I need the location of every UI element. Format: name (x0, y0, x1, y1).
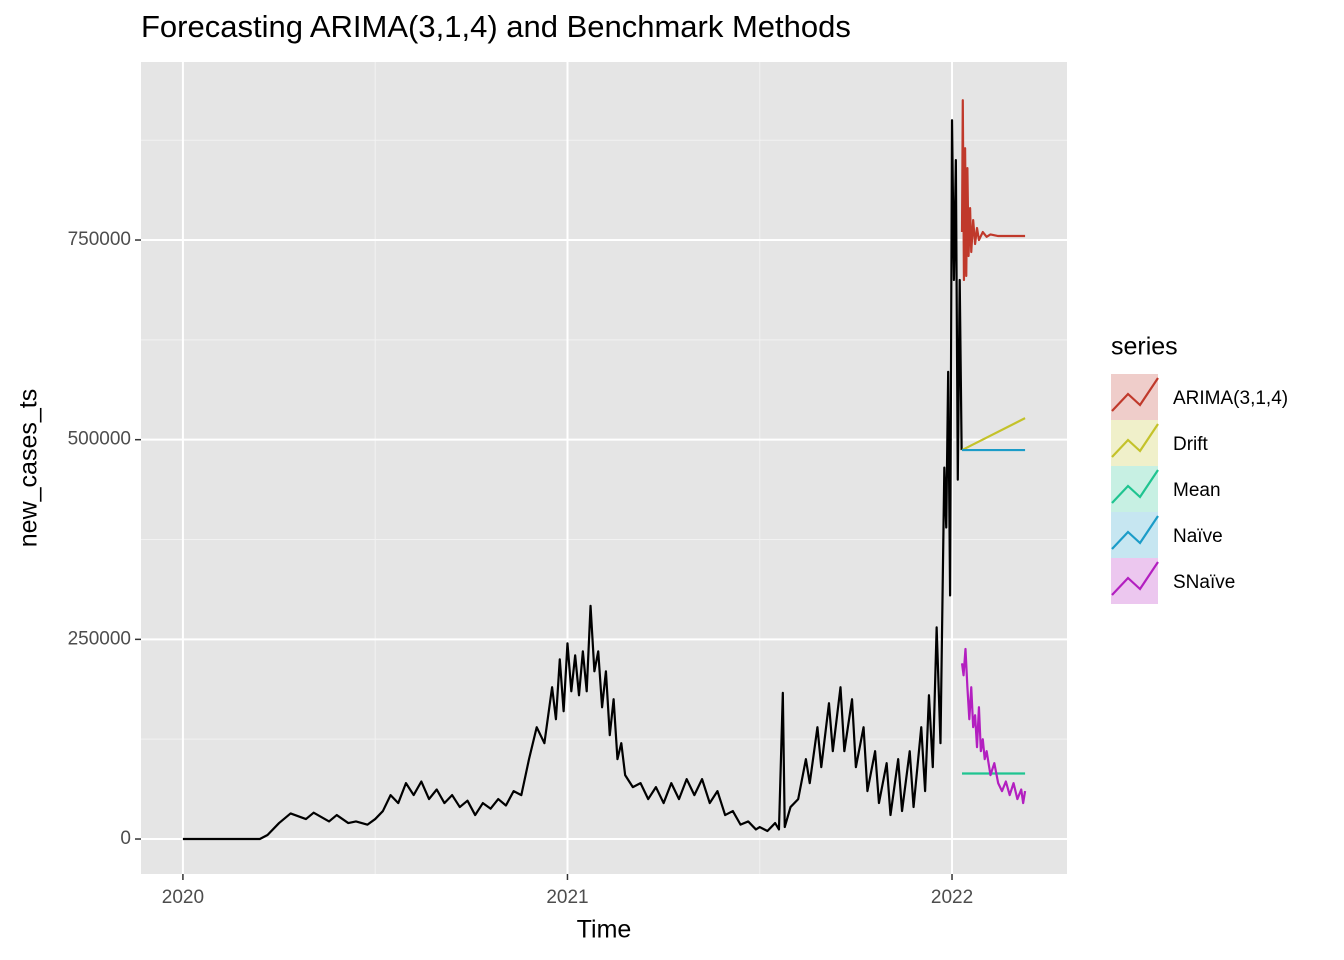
y-tick-label: 0 (120, 828, 131, 849)
x-tick-label: 2022 (931, 887, 973, 908)
grid (141, 62, 1067, 874)
legend-swatch (1111, 561, 1159, 596)
legend-swatch (1111, 423, 1159, 458)
legend-label: SNaïve (1173, 572, 1235, 593)
legend-title: series (1111, 333, 1178, 361)
chart-title: Forecasting ARIMA(3,1,4) and Benchmark M… (141, 9, 851, 44)
legend: ARIMA(3,1,4) Drift Mean Naïve SNaïve (1111, 374, 1288, 604)
y-tick-label: 500000 (68, 429, 131, 450)
legend-swatch (1111, 377, 1159, 412)
legend-key (1111, 374, 1158, 420)
series-line (182, 119, 963, 841)
legend-key (1111, 512, 1158, 558)
y-axis-title: new_cases_ts (15, 389, 43, 547)
lines (182, 99, 1027, 841)
axes: 2020 2021 2022 0 250000 500000 750000 (68, 229, 974, 908)
legend-key (1111, 558, 1158, 604)
legend-label: Naïve (1173, 526, 1223, 547)
x-tick-label: 2020 (162, 887, 204, 908)
series-line (960, 647, 1027, 805)
legend-key (1111, 466, 1158, 512)
series-line (961, 417, 1026, 452)
legend-label: Mean (1173, 480, 1221, 501)
legend-label: ARIMA(3,1,4) (1173, 388, 1288, 409)
series-line (960, 99, 1026, 282)
x-axis-title: Time (577, 916, 632, 944)
y-tick-label: 250000 (68, 628, 131, 649)
panel (141, 62, 1067, 874)
legend-swatch (1111, 469, 1159, 504)
x-tick-label: 2021 (546, 887, 588, 908)
legend-swatch (1111, 515, 1159, 550)
legend-label: Drift (1173, 434, 1209, 455)
y-tick-label: 750000 (68, 229, 131, 250)
legend-key (1111, 420, 1158, 466)
